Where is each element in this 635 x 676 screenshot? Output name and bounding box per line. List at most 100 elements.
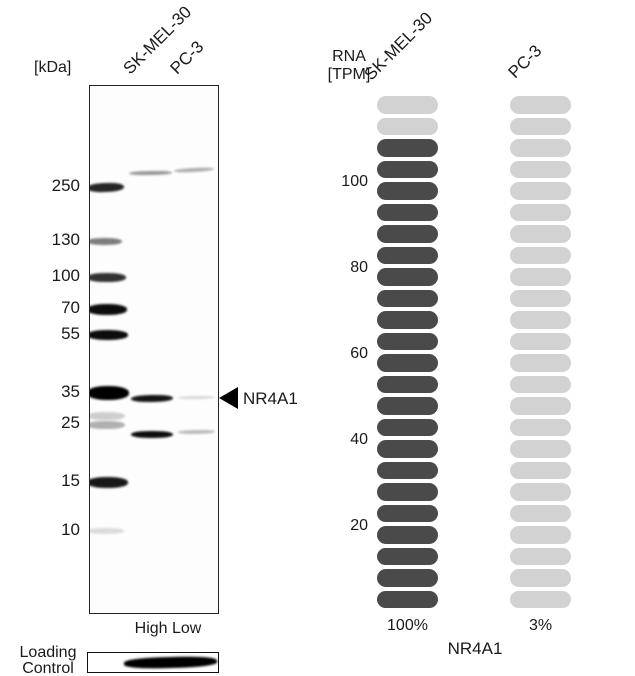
kda-unit-label: [kDa] — [34, 59, 72, 76]
expression-level-labels: High Low — [134, 620, 202, 637]
sample-band — [131, 430, 173, 438]
pill-segment-empty — [377, 96, 438, 114]
marker-label-15: 15 — [61, 471, 80, 490]
ladder-band — [90, 421, 125, 429]
loading-control-label-line1: Loading — [19, 644, 77, 661]
ladder-band — [90, 303, 127, 315]
ladder-band — [90, 528, 124, 534]
pill-segment-empty — [377, 117, 438, 135]
loading-control-band — [123, 655, 218, 670]
sample-band — [130, 394, 174, 402]
pill-segment-empty — [510, 418, 571, 436]
pill-column-pc-3 — [510, 96, 571, 612]
pill-segment-empty — [510, 354, 571, 372]
pill-segment-filled — [377, 590, 438, 608]
gene-name-label: NR4A1 — [447, 639, 503, 658]
pill-segment-empty — [510, 440, 571, 458]
chart-lane-label-sk-mel-30: SK-MEL-30 — [360, 8, 437, 84]
pill-segment-filled — [377, 246, 438, 264]
pill-segment-filled — [377, 139, 438, 157]
pill-segment-filled — [377, 440, 438, 458]
chart-lane-label-pc-3: PC-3 — [504, 41, 546, 82]
ladder-band — [90, 272, 126, 282]
pill-segment-empty — [510, 203, 571, 221]
sample-band — [128, 170, 173, 176]
pill-segment-empty — [510, 569, 571, 587]
pill-segment-empty — [510, 225, 571, 243]
pill-segment-empty — [510, 483, 571, 501]
target-protein-label: NR4A1 — [243, 389, 298, 408]
blot-lane-label-pc-3: PC-3 — [166, 37, 208, 78]
pill-segment-filled — [377, 526, 438, 544]
marker-label-100: 100 — [51, 266, 80, 285]
pill-segment-filled — [377, 182, 438, 200]
pill-segment-empty — [510, 182, 571, 200]
pill-segment-filled — [377, 375, 438, 393]
ladder-band — [90, 476, 128, 488]
ladder-band — [90, 386, 129, 400]
pill-segment-filled — [377, 354, 438, 372]
y-tick-60: 60 — [350, 345, 368, 362]
pill-segment-empty — [510, 311, 571, 329]
marker-label-10: 10 — [61, 520, 80, 539]
y-tick-40: 40 — [350, 431, 368, 448]
rna-axis-title-line1: RNA — [332, 48, 366, 65]
pill-segment-empty — [510, 547, 571, 565]
pill-segment-empty — [510, 332, 571, 350]
pill-segment-filled — [377, 311, 438, 329]
marker-label-250: 250 — [51, 176, 80, 195]
pill-segment-filled — [377, 461, 438, 479]
sample-band — [177, 429, 216, 435]
pill-segment-empty — [510, 160, 571, 178]
y-tick-20: 20 — [350, 517, 368, 534]
pill-segment-filled — [377, 268, 438, 286]
pill-segment-filled — [377, 504, 438, 522]
pill-segment-filled — [377, 332, 438, 350]
pill-segment-filled — [377, 203, 438, 221]
ladder-band — [90, 237, 122, 245]
marker-label-70: 70 — [61, 298, 80, 317]
pill-segment-empty — [510, 246, 571, 264]
loading-control-label: Loading Control — [10, 645, 86, 676]
pill-segment-filled — [377, 289, 438, 307]
pill-segment-filled — [377, 483, 438, 501]
ladder-band — [90, 181, 125, 193]
pill-segment-empty — [510, 504, 571, 522]
ladder-band — [90, 412, 125, 420]
pill-segment-filled — [377, 547, 438, 565]
y-tick-80: 80 — [350, 259, 368, 276]
band-pointer-arrow-icon — [219, 387, 238, 409]
percent-label-pc-3: 3% — [528, 617, 553, 634]
pill-segment-filled — [377, 160, 438, 178]
pill-segment-filled — [377, 418, 438, 436]
marker-label-35: 35 — [61, 382, 80, 401]
pill-segment-empty — [510, 590, 571, 608]
pill-segment-empty — [510, 526, 571, 544]
rna-axis-title-line2: [TPM] — [327, 65, 371, 83]
pill-segment-empty — [510, 461, 571, 479]
pill-column-sk-mel-30 — [377, 96, 438, 612]
pill-segment-empty — [510, 96, 571, 114]
pill-segment-empty — [510, 139, 571, 157]
pill-segment-empty — [510, 289, 571, 307]
pill-segment-filled — [377, 569, 438, 587]
pill-segment-empty — [510, 268, 571, 286]
pill-segment-empty — [510, 117, 571, 135]
western-blot-gel — [89, 85, 219, 614]
ladder-band — [90, 330, 128, 340]
marker-label-55: 55 — [61, 324, 80, 343]
kda-marker-labels: 250 130 100 70 55 35 25 15 10 — [0, 0, 80, 676]
sample-band — [177, 395, 216, 399]
percent-label-sk-mel-30: 100% — [387, 617, 428, 634]
sample-band — [173, 166, 215, 174]
rna-tpm-axis-title: RNA [TPM] — [322, 48, 376, 83]
loading-control-strip — [87, 652, 219, 673]
pill-segment-filled — [377, 397, 438, 415]
marker-label-130: 130 — [51, 230, 80, 249]
pill-segment-filled — [377, 225, 438, 243]
pill-segment-empty — [510, 397, 571, 415]
marker-label-25: 25 — [61, 413, 80, 432]
y-tick-100: 100 — [341, 173, 368, 190]
pill-segment-empty — [510, 375, 571, 393]
